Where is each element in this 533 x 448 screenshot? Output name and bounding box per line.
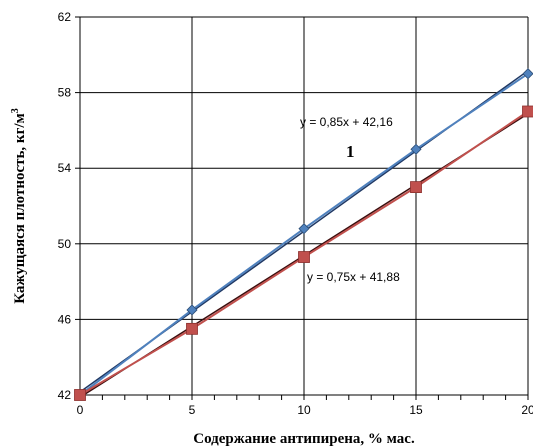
tick-labels: 0 5 10 15 20 42 46 50 54 58 62 <box>58 10 533 417</box>
x-axis-title: Содержание антипирена, % мас. <box>193 431 415 447</box>
data-point-2 <box>410 181 422 194</box>
grid-lines <box>80 16 529 395</box>
x-tick-label: 15 <box>409 403 423 417</box>
data-point-2 <box>298 251 310 263</box>
y-axis-title-main: Кажущаяся плотность, кг/м <box>12 113 28 304</box>
data-point-2 <box>522 105 533 118</box>
series <box>74 68 533 401</box>
y-axis-title-superscript: 3 <box>10 108 21 113</box>
y-tick-label: 46 <box>58 312 72 326</box>
trendline-equation-1: y = 0,85x + 42,16 <box>300 115 393 129</box>
data-point-1 <box>522 68 533 80</box>
data-point-1 <box>410 143 422 155</box>
y-tick-label: 42 <box>58 388 72 402</box>
y-axis-title: Кажущаяся плотность, кг/м3 <box>10 108 28 304</box>
data-point-1 <box>186 304 198 316</box>
trendline-equation-2: y = 0,75x + 41,88 <box>307 270 400 284</box>
x-tick-label: 0 <box>77 403 84 417</box>
x-tick-label: 10 <box>297 403 311 417</box>
x-tick-label: 5 <box>189 403 196 417</box>
series-2 <box>74 105 533 401</box>
data-point-2 <box>186 322 198 335</box>
data-point-2 <box>74 389 86 401</box>
y-tick-label: 58 <box>58 86 72 100</box>
y-tick-label: 62 <box>58 10 72 24</box>
y-tick-label: 54 <box>58 161 72 175</box>
y-tick-label: 50 <box>58 237 72 251</box>
curve-label-1: 1 <box>346 142 355 161</box>
data-point-1 <box>298 223 310 235</box>
x-tick-label: 20 <box>521 403 533 417</box>
axes <box>75 16 529 400</box>
